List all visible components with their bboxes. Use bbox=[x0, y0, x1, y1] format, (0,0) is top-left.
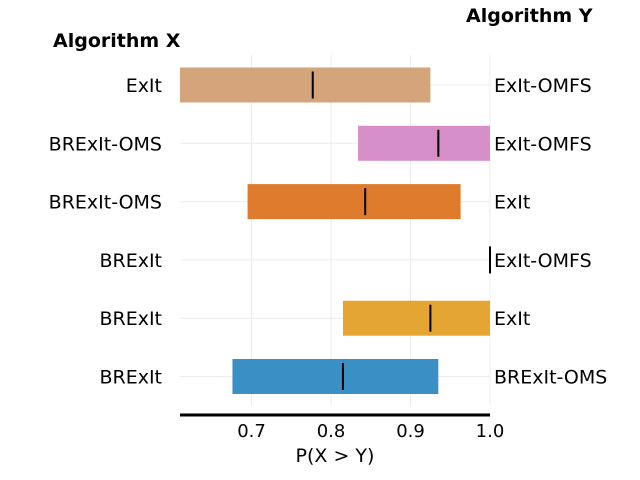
x-tick-labels: 0.7 0.8 0.9 1.0 bbox=[237, 421, 504, 442]
algorithm-x-label: BRExIt bbox=[99, 308, 162, 330]
interval-bar bbox=[247, 184, 461, 220]
x-axis-label: P(X > Y) bbox=[296, 445, 375, 467]
x-tick-label: 0.7 bbox=[237, 421, 266, 442]
interval-bar bbox=[358, 125, 490, 161]
algorithm-y-label: ExIt bbox=[494, 192, 530, 214]
algorithm-y-label: ExIt-OMFS bbox=[494, 250, 592, 272]
algorithm-x-label: BRExIt bbox=[99, 250, 162, 272]
algorithm-y-label: ExIt-OMFS bbox=[494, 75, 592, 97]
x-tick-label: 0.9 bbox=[396, 421, 425, 442]
algorithm-y-label: ExIt-OMFS bbox=[494, 133, 592, 155]
algorithm-y-labels: ExIt-OMFS ExIt-OMFS ExIt ExIt-OMFS ExIt BRExI… bbox=[494, 75, 607, 389]
algorithm-y-header: Algorithm Y bbox=[466, 5, 593, 27]
algorithm-x-label: BRExIt-OMS bbox=[49, 133, 162, 155]
algorithm-y-label: BRExIt-OMS bbox=[494, 367, 607, 389]
interval-bar bbox=[180, 67, 431, 103]
algorithm-x-label: BRExIt-OMS bbox=[49, 192, 162, 214]
algorithm-x-header: Algorithm X bbox=[53, 30, 181, 52]
algorithm-x-labels: ExIt BRExIt-OMS BRExIt-OMS BRExIt BRExIt BREx… bbox=[49, 75, 162, 389]
estimate-marks bbox=[311, 71, 491, 390]
grid-lines bbox=[180, 55, 491, 405]
algorithm-y-label: ExIt bbox=[494, 308, 530, 330]
x-tick-label: 0.8 bbox=[317, 421, 346, 442]
interval-bars bbox=[180, 67, 490, 394]
x-tick-label: 1.0 bbox=[476, 421, 505, 442]
interval-bar bbox=[342, 300, 490, 336]
interval-bar bbox=[232, 359, 439, 394]
algorithm-x-label: BRExIt bbox=[99, 367, 162, 389]
algorithm-x-label: ExIt bbox=[126, 75, 162, 97]
